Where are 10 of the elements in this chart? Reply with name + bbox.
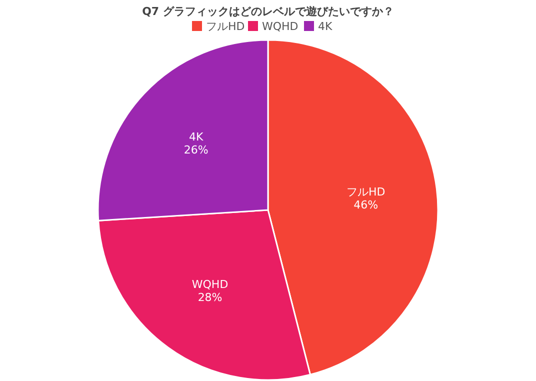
data-label: 46% bbox=[354, 198, 378, 212]
data-label: 26% bbox=[184, 144, 208, 157]
chart-title: Q7 グラフィックはどのレベルで遊びたいですか？ bbox=[142, 5, 394, 18]
slice-label: 4K bbox=[189, 130, 204, 144]
legend-label: WQHD bbox=[262, 20, 298, 33]
data-label: 28% bbox=[198, 290, 222, 304]
legend-label: 4K bbox=[318, 20, 333, 33]
slice-label: WQHD bbox=[192, 278, 228, 291]
legend-label: フルHD bbox=[206, 20, 245, 33]
slice-label: フルHD bbox=[346, 186, 386, 199]
